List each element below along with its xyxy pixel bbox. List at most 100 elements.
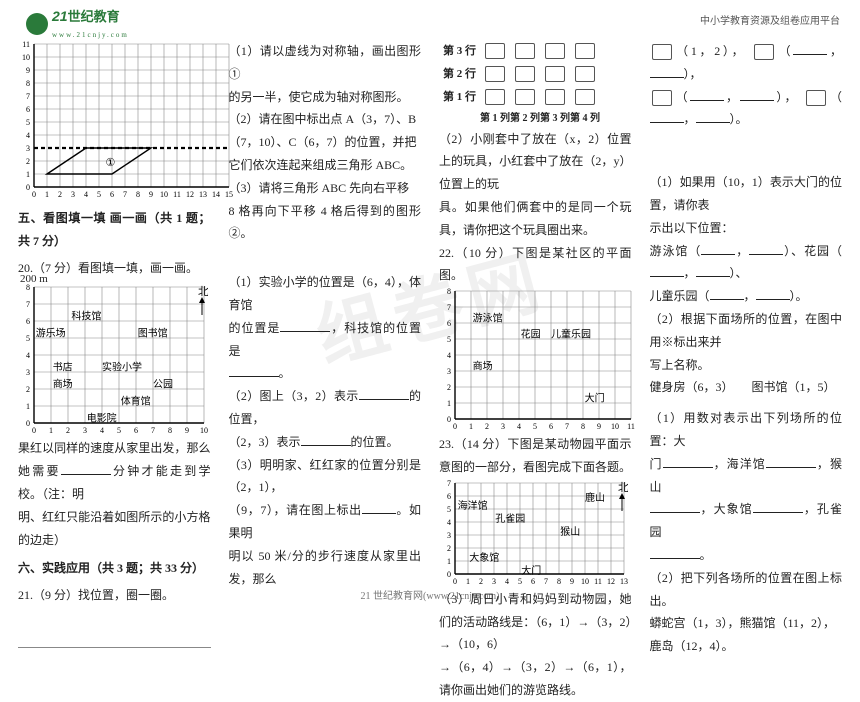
svg-text:3: 3: [447, 531, 451, 540]
svg-text:7: 7: [565, 422, 569, 431]
q23-1b: 门，海洋馆，猴山: [650, 453, 843, 499]
svg-text:1: 1: [26, 170, 30, 179]
q23-head: 23.（14 分）下图是某动物园平面示意图的一部分，看图完成下面各题。: [439, 433, 632, 479]
svg-text:0: 0: [447, 415, 451, 424]
c2-p1: （1）请以虚线为对称轴，画出图形①: [229, 40, 422, 86]
t: 的位置是: [229, 321, 281, 335]
svg-text:9: 9: [597, 422, 601, 431]
q20-tail-c: 明、红红只能沿着如图所示的小方格的边走）: [18, 506, 211, 552]
svg-text:6: 6: [447, 492, 451, 501]
svg-text:6: 6: [110, 190, 114, 199]
t: （: [776, 44, 793, 58]
svg-text:大门: 大门: [521, 564, 541, 577]
svg-text:0: 0: [453, 422, 457, 431]
svg-text:3: 3: [26, 144, 30, 153]
svg-text:13: 13: [620, 577, 628, 586]
t: ，: [684, 266, 696, 280]
svg-text:1: 1: [26, 402, 30, 411]
svg-text:7: 7: [26, 300, 30, 309]
svg-text:5: 5: [97, 190, 101, 199]
c4-line2: （，）， （，）。: [650, 86, 843, 132]
blank: [61, 464, 111, 475]
blank: [696, 113, 730, 124]
svg-text:4: 4: [84, 190, 88, 199]
svg-text:游泳馆: 游泳馆: [473, 312, 503, 325]
q23-2c: 鹿岛（12，4）。: [650, 635, 843, 658]
c2-p3a: （2）请在图中标出点 A（3，7）、B: [229, 108, 422, 131]
svg-text:3: 3: [71, 190, 75, 199]
svg-text:5: 5: [518, 577, 522, 586]
svg-text:7: 7: [544, 577, 548, 586]
column-2: （1）请以虚线为对称轴，画出图形① 的另一半，使它成为轴对称图形。 （2）请在图…: [229, 40, 422, 588]
svg-text:7: 7: [447, 479, 451, 488]
svg-text:海洋馆: 海洋馆: [458, 499, 488, 512]
svg-text:2: 2: [447, 544, 451, 553]
blank: [663, 457, 713, 468]
svg-text:10: 10: [611, 422, 619, 431]
svg-text:12: 12: [186, 190, 194, 199]
svg-text:11: 11: [594, 577, 602, 586]
t: ，: [684, 112, 696, 126]
t: （2，3）表示: [229, 435, 301, 449]
svg-text:3: 3: [26, 368, 30, 377]
svg-text:7: 7: [26, 92, 30, 101]
q22-2a: （2）根据下面场所的位置，在图中用※标出来并: [650, 308, 843, 354]
svg-text:2: 2: [479, 577, 483, 586]
q20-3c: 明以 50 米/分的步行速度从家里出发，那么: [229, 545, 422, 591]
svg-text:8: 8: [557, 577, 561, 586]
svg-text:0: 0: [32, 190, 36, 199]
svg-text:实验小学: 实验小学: [102, 361, 142, 374]
page: 012345678910111213141501234567891011① 五、…: [0, 0, 860, 608]
svg-text:0: 0: [447, 570, 451, 579]
c2-p2: 的另一半，使它成为轴对称图形。: [229, 86, 422, 109]
blank: [740, 90, 774, 101]
svg-text:2: 2: [26, 157, 30, 166]
svg-text:2: 2: [485, 422, 489, 431]
t: ），: [684, 67, 702, 81]
svg-text:5: 5: [26, 118, 30, 127]
svg-text:11: 11: [173, 190, 181, 199]
t: ，: [724, 90, 740, 104]
t: （2）图上（3，2）表示: [229, 389, 359, 403]
svg-text:9: 9: [570, 577, 574, 586]
svg-text:商场: 商场: [53, 378, 73, 391]
blank: [301, 435, 351, 446]
t: ），: [774, 90, 798, 104]
q22-1d: 儿童乐园（，）。: [650, 285, 843, 308]
rule-line: [18, 647, 211, 648]
svg-text:4: 4: [505, 577, 509, 586]
svg-text:5: 5: [26, 334, 30, 343]
svg-text:北: 北: [618, 481, 628, 494]
blank: [701, 244, 735, 255]
svg-text:14: 14: [212, 190, 220, 199]
blank: [229, 367, 279, 378]
svg-text:5: 5: [447, 505, 451, 514]
svg-text:6: 6: [531, 577, 535, 586]
t: 。: [700, 548, 712, 562]
svg-text:11: 11: [627, 422, 635, 431]
t: ，: [735, 244, 749, 258]
q20-1b: 的位置是，科技馆的位置是: [229, 317, 422, 363]
svg-text:7: 7: [151, 426, 155, 435]
t: （9，7），请在图上标出: [229, 503, 362, 517]
svg-text:8: 8: [26, 79, 30, 88]
t: 儿童乐园（: [650, 289, 710, 303]
c2-p4b: 8 格再向下平移 4 格后得到的图形②。: [229, 200, 422, 246]
svg-text:2: 2: [58, 190, 62, 199]
svg-text:4: 4: [100, 426, 104, 435]
svg-text:9: 9: [26, 66, 30, 75]
section-5-title: 五、看图填一填 画一画（共 1 题；共 7 分）: [18, 207, 211, 253]
grid-4: 01234567891011121301234567海洋馆鹿山孔雀园猴山大象馆大…: [439, 479, 632, 588]
svg-text:3: 3: [447, 367, 451, 376]
q20-3a: （3）明明家、红红家的位置分别是（2，1），: [229, 454, 422, 500]
blank: [753, 503, 803, 514]
svg-text:儿童乐园: 儿童乐园: [551, 328, 591, 341]
blank: [756, 289, 790, 300]
t: 游泳馆（: [650, 244, 702, 258]
column-3: 第 3 行第 2 行第 1 行第 1 列第 2 列第 3 列第 4 列 （2）小…: [439, 40, 632, 588]
t: ，海洋馆: [713, 457, 766, 471]
svg-text:大象馆: 大象馆: [469, 551, 499, 564]
svg-text:电影院: 电影院: [87, 412, 117, 425]
svg-text:4: 4: [26, 131, 30, 140]
q20-2a: （2）图上（3，2）表示的位置，: [229, 385, 422, 431]
